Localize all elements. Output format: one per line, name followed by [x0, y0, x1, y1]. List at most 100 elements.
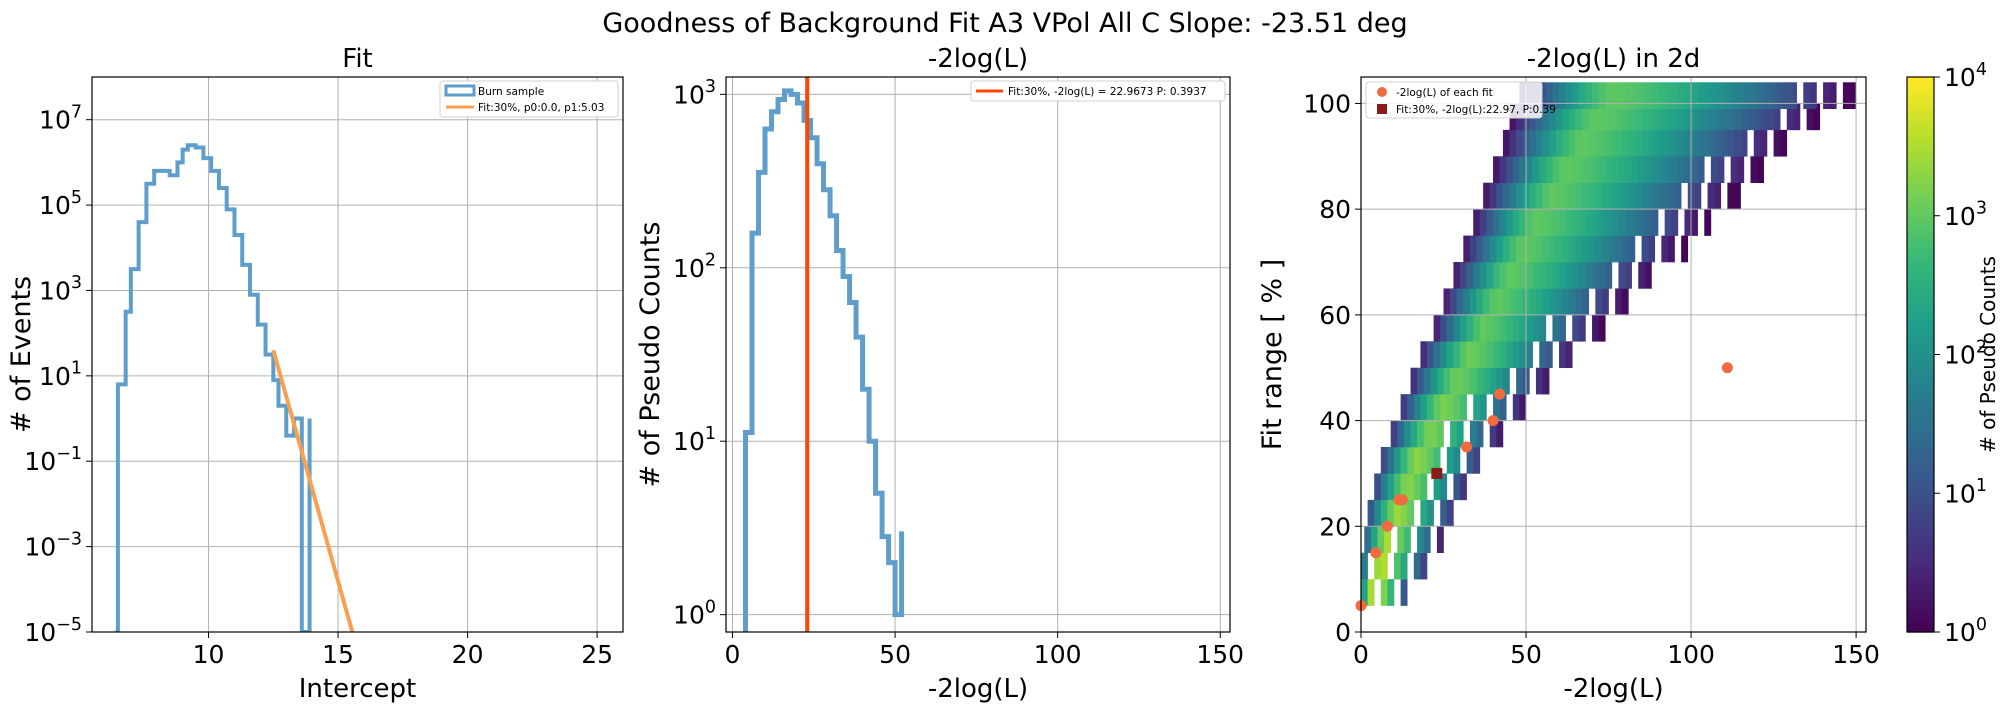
legend-box: [439, 80, 619, 118]
heatmap-cell: [1641, 235, 1649, 263]
heatmap-cell: [1654, 182, 1662, 210]
y-tick-label: 102: [673, 251, 716, 283]
heatmap-cell: [1374, 499, 1382, 527]
heatmap-cell: [1661, 235, 1669, 263]
heatmap-cell: [1568, 235, 1576, 263]
heatmap-cell: [1565, 156, 1573, 184]
heatmap-cell: [1394, 499, 1401, 527]
plot-area: [115, 143, 355, 632]
heatmap-cell: [1486, 209, 1494, 236]
heatmap-cell: [1466, 314, 1474, 342]
colorbar-segment: [1907, 234, 1934, 240]
heatmap-cell: [1565, 262, 1573, 289]
colorbar-segment: [1907, 548, 1934, 554]
heatmap-cell: [1611, 209, 1619, 236]
colorbar-segment: [1907, 77, 1934, 83]
colorbar-segment: [1907, 349, 1934, 356]
heatmap-cell: [1595, 129, 1603, 157]
x-tick-label: 15: [322, 640, 354, 669]
colorbar-segment: [1907, 521, 1934, 527]
colorbar-segment: [1907, 160, 1934, 166]
heatmap-cell: [1423, 526, 1431, 554]
colorbar-segment: [1907, 604, 1934, 610]
heatmap-cell: [1420, 394, 1428, 421]
heatmap-cell: [1750, 82, 1758, 110]
heatmap-cell: [1588, 103, 1596, 131]
heatmap-cell: [1582, 182, 1590, 210]
legend-box: [970, 80, 1226, 102]
colorbar-segment: [1907, 137, 1934, 143]
heatmap-cell: [1460, 473, 1467, 501]
colorbar-segment: [1907, 146, 1934, 152]
heatmap-cell: [1598, 314, 1606, 342]
y-tick-label: 101: [39, 359, 82, 391]
heatmap-cell: [1433, 394, 1441, 421]
heatmap-cell: [1773, 103, 1781, 131]
colorbar-segment: [1907, 363, 1934, 369]
colorbar-segment: [1907, 585, 1934, 591]
heatmap-cell: [1694, 129, 1702, 157]
scatter-point: [1721, 362, 1733, 374]
colorbar-segment: [1907, 562, 1934, 568]
heatmap-cell: [1417, 367, 1425, 395]
heatmap-cell: [1727, 129, 1735, 157]
heatmap-cell: [1793, 103, 1801, 131]
colorbar-segment: [1907, 433, 1934, 439]
heatmap-cell: [1397, 420, 1405, 448]
heatmap-cell: [1446, 341, 1454, 369]
heatmap-cell: [1516, 182, 1524, 210]
colorbar-segment: [1907, 405, 1934, 411]
heatmap-cell: [1628, 129, 1636, 157]
heatmap-cell: [1671, 209, 1679, 236]
heatmap-cell: [1644, 209, 1652, 236]
heatmap-cell: [1529, 182, 1537, 210]
heatmap-cell: [1634, 129, 1642, 157]
fit-marker: [1431, 467, 1443, 479]
heatmap-cell: [1509, 288, 1517, 316]
colorbar-segment: [1907, 220, 1934, 226]
heatmap-cell: [1634, 103, 1642, 131]
heatmap-cell: [1532, 314, 1540, 342]
heatmap-cell: [1493, 341, 1500, 369]
x-tick-label: 25: [581, 640, 613, 669]
colorbar-segment: [1907, 201, 1934, 208]
heatmap-cell: [1463, 367, 1471, 395]
colorbar-segment: [1907, 289, 1934, 295]
heatmap-cell: [1476, 235, 1484, 263]
colorbar-segment: [1907, 359, 1934, 365]
heatmap-cell: [1499, 394, 1507, 421]
colorbar-segment: [1907, 511, 1934, 517]
colorbar-segment: [1907, 164, 1934, 171]
heatmap-cell: [1641, 182, 1649, 210]
heatmap-cell: [1526, 314, 1533, 342]
y-tick-label: 107: [39, 102, 82, 134]
colorbar-segment: [1907, 271, 1934, 277]
colorbar-segment: [1907, 118, 1934, 124]
heatmap-cell: [1450, 420, 1458, 448]
heatmap-cell: [1460, 262, 1467, 289]
heatmap-cell: [1605, 262, 1613, 289]
heatmap-cell: [1565, 341, 1573, 369]
heatmap-cell: [1562, 103, 1570, 131]
colorbar-segment: [1907, 248, 1934, 254]
heatmap-cell: [1575, 182, 1583, 210]
y-axis-label: # of Pseudo Counts: [635, 222, 666, 488]
colorbar-segment: [1907, 197, 1934, 203]
heatmap-cell: [1578, 156, 1586, 184]
colorbar-segment: [1907, 215, 1934, 221]
heatmap-cell: [1621, 288, 1629, 316]
heatmap-cell: [1615, 288, 1623, 316]
heatmap-cell: [1496, 367, 1504, 395]
colorbar-segment: [1907, 516, 1934, 522]
heatmap-cell: [1763, 82, 1771, 110]
colorbar-segment: [1907, 340, 1934, 346]
heatmap-cell: [1542, 182, 1550, 210]
colorbar-segment: [1907, 442, 1934, 448]
heatmap-cell: [1575, 129, 1583, 157]
colorbar-segment: [1907, 423, 1934, 430]
colorbar-segment: [1907, 114, 1934, 120]
heatmap-cell: [1766, 103, 1774, 131]
heatmap-cell: [1367, 499, 1375, 527]
colorbar-segment: [1907, 285, 1934, 291]
colorbar-segment: [1907, 391, 1934, 397]
